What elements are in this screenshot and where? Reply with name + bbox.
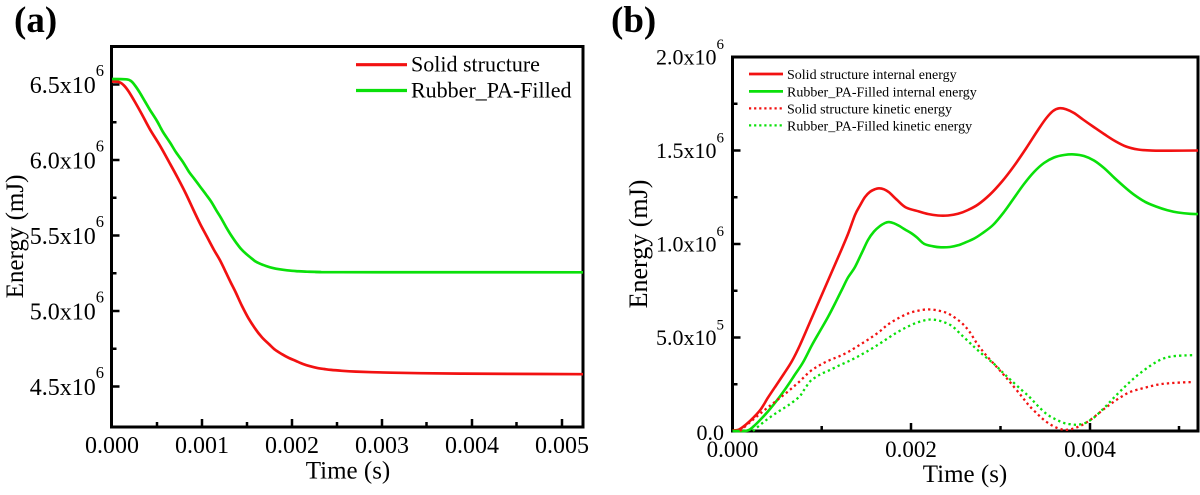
svg-text:Solid structure: Solid structure (411, 51, 540, 76)
svg-text:0.005: 0.005 (535, 433, 589, 459)
svg-text:0.001: 0.001 (175, 433, 229, 459)
svg-text:0.003: 0.003 (355, 433, 409, 459)
svg-text:0.000: 0.000 (707, 437, 759, 462)
svg-text:Rubber_PA-Filled kinetic energ: Rubber_PA-Filled kinetic energy (787, 119, 972, 134)
svg-text:Energy (mJ): Energy (mJ) (2, 175, 29, 299)
svg-text:0.004: 0.004 (1064, 437, 1116, 462)
svg-text:0.0: 0.0 (697, 420, 725, 445)
svg-text:Solid structure internal energ: Solid structure internal energy (787, 68, 957, 83)
svg-text:Time (s): Time (s) (923, 461, 1008, 488)
svg-text:Time (s): Time (s) (306, 458, 391, 485)
svg-text:0.002: 0.002 (265, 433, 319, 459)
svg-text:Solid structure kinetic energy: Solid structure kinetic energy (787, 102, 952, 117)
svg-text:Rubber_PA-Filled internal ener: Rubber_PA-Filled internal energy (787, 85, 977, 100)
svg-text:0.002: 0.002 (885, 437, 937, 462)
svg-text:(b): (b) (611, 0, 656, 41)
svg-text:Rubber_PA-Filled: Rubber_PA-Filled (411, 77, 572, 102)
svg-text:Energy (mJ): Energy (mJ) (624, 180, 653, 309)
svg-text:(a): (a) (14, 0, 57, 41)
svg-text:0.004: 0.004 (445, 433, 499, 459)
svg-text:0.000: 0.000 (85, 433, 139, 459)
